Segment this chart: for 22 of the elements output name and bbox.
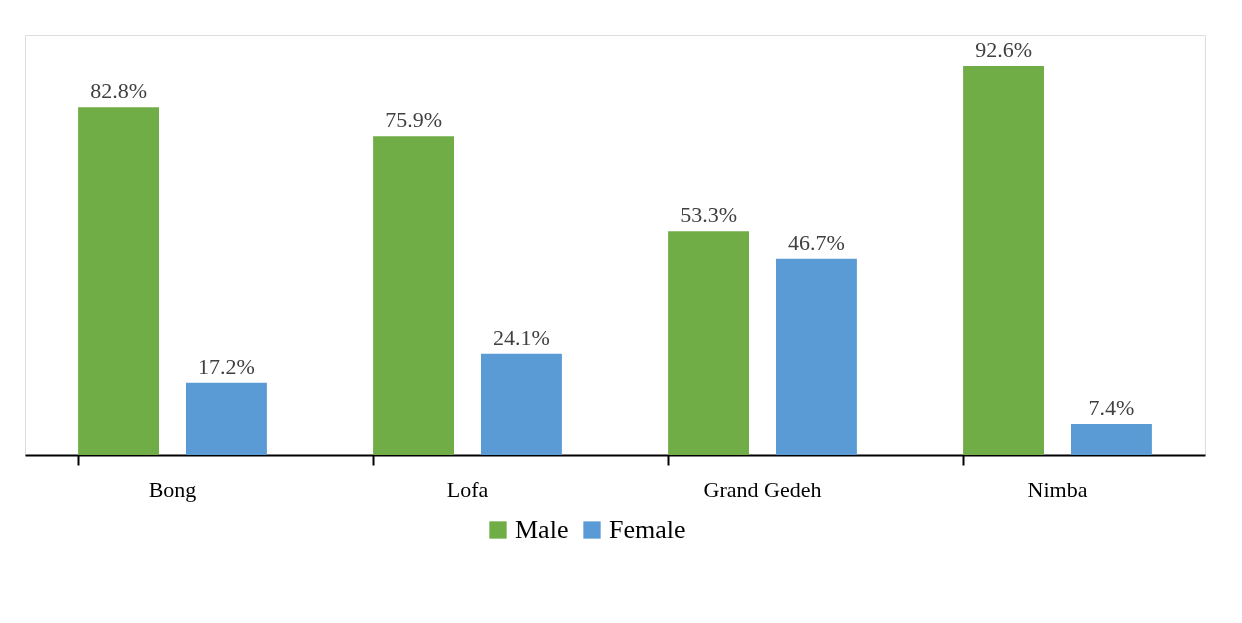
bar <box>1070 423 1152 455</box>
x-tick-label: Bong <box>148 476 197 502</box>
data-label: 46.7% <box>788 229 845 255</box>
bar <box>963 66 1045 455</box>
data-label: 75.9% <box>385 107 442 133</box>
x-tick-label: Grand Gedeh <box>703 476 822 502</box>
data-label: 7.4% <box>1088 394 1135 420</box>
data-label: 24.1% <box>493 324 550 350</box>
bar <box>78 107 160 455</box>
bar <box>185 382 267 455</box>
x-tick-label: Nimba <box>1027 476 1088 502</box>
bar <box>775 258 857 455</box>
bar <box>668 231 750 455</box>
data-label: 53.3% <box>680 202 737 228</box>
data-label: 17.2% <box>198 353 255 379</box>
bar <box>373 136 455 455</box>
legend-label: Male <box>515 515 569 544</box>
data-label: 92.6% <box>975 37 1032 63</box>
data-label: 82.8% <box>90 78 147 104</box>
bar <box>480 353 562 455</box>
x-tick-label: Lofa <box>446 476 489 502</box>
legend-label: Female <box>609 515 686 544</box>
